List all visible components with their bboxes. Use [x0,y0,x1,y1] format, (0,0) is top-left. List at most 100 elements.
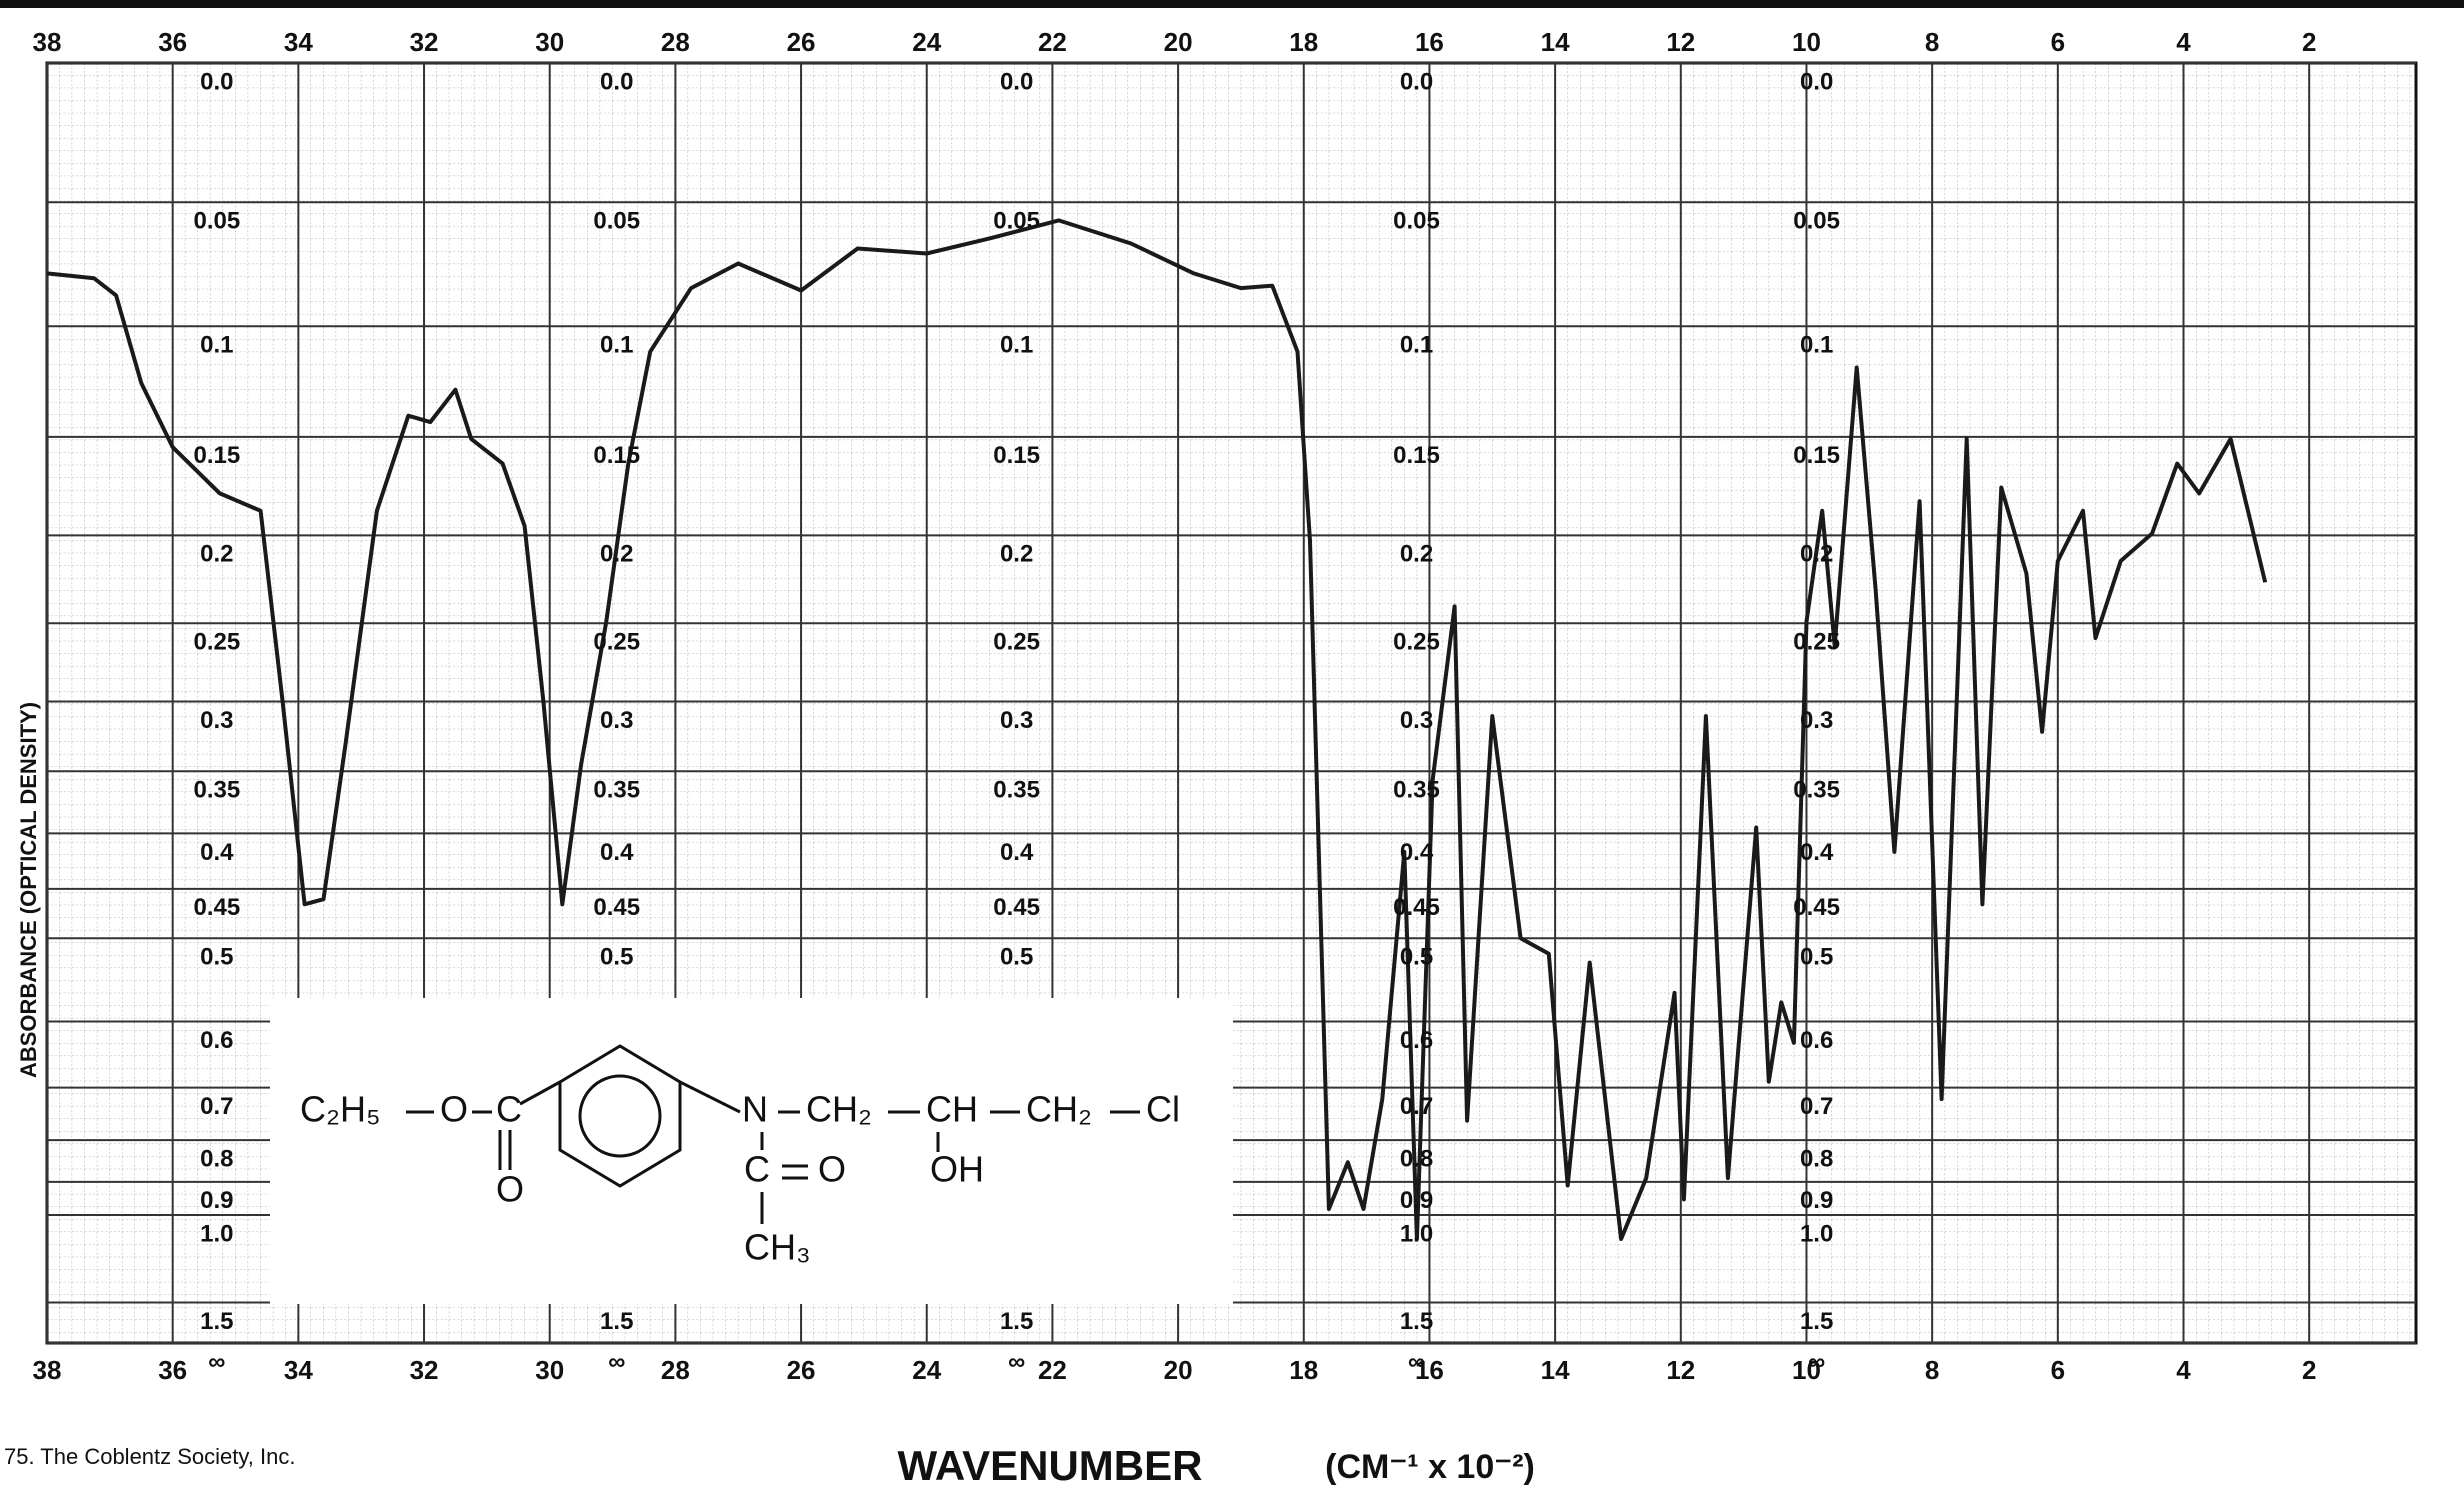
y-tick-label: 0.45 [593,894,640,921]
y-tick-label: 0.4 [600,839,634,866]
y-tick-label: 0.15 [193,442,240,469]
y-tick-label: 0.4 [200,839,234,866]
y-tick-label: 1.5 [600,1308,633,1335]
bond [760,1110,1140,1152]
y-tick-label: 0.8 [1800,1145,1833,1172]
y-tick-label: 0.5 [1000,944,1033,971]
y-tick-label: 0.5 [600,944,633,971]
formula-text: C₂H₅ [300,1089,380,1130]
formula-text: C [496,1089,522,1130]
x-axis-label: WAVENUMBER [898,1442,1203,1489]
x-tick-label: 26 [787,1355,816,1385]
y-tick-label: 0.6 [1400,1027,1433,1054]
spectrum-line [46,218,2268,1241]
y-tick-label: 0.45 [993,894,1040,921]
y-tick-label: ∞ [1008,1348,1025,1375]
y-tick-label: 0.0 [1000,68,1033,95]
x-tick-label: 32 [410,1355,439,1385]
y-tick-label: 1.5 [200,1308,233,1335]
x-tick-label: 32 [410,27,439,57]
y-tick-label: 0.25 [1393,629,1440,656]
y-tick-label: 0.5 [1800,944,1833,971]
y-tick-label: 0.1 [1400,332,1433,359]
y-tick-label: 0.45 [1793,894,1840,921]
benzene-ring [578,1074,662,1158]
x-tick-label: 36 [158,27,187,57]
x-tick-label: 6 [2051,1355,2065,1385]
x-tick-label: 20 [1164,1355,1193,1385]
y-tick-label: 0.05 [193,208,240,235]
y-tick-label: 0.25 [593,629,640,656]
x-tick-label: 14 [1541,1355,1570,1385]
formula-text: OH [930,1149,984,1190]
y-tick-label: ∞ [608,1348,625,1375]
credit: 75. The Coblentz Society, Inc. [4,1444,295,1469]
x-tick-label: 4 [2176,1355,2191,1385]
y-tick-label: ∞ [1408,1348,1425,1375]
y-tick-label: 0.8 [1400,1145,1433,1172]
x-tick-label: 28 [661,1355,690,1385]
x-tick-label: 18 [1289,27,1318,57]
y-tick-label: 1.0 [1400,1220,1433,1247]
x-tick-label: 36 [158,1355,187,1385]
x-tick-label: 20 [1164,27,1193,57]
y-tick-label: 0.15 [1793,442,1840,469]
y-tick-label: 0.45 [1393,894,1440,921]
y-tick-label: 0.25 [993,629,1040,656]
y-tick-label: 0.1 [1000,332,1033,359]
bond [406,1080,561,1170]
y-tick-label: 0.6 [1800,1027,1833,1054]
x-tick-label: 38 [33,1355,62,1385]
x-tick-label: 22 [1038,1355,1067,1385]
y-tick-label: 0.0 [200,68,233,95]
y-tick-label: 0.2 [1400,541,1433,568]
y-tick-label: 0.35 [993,777,1040,804]
x-tick-label: 10 [1792,1355,1821,1385]
x-tick-label: 30 [535,1355,564,1385]
y-tick-label: 0.0 [1800,68,1833,95]
y-axis-label: ABSORBANCE (OPTICAL DENSITY) [16,702,41,1078]
x-tick-label: 2 [2302,1355,2316,1385]
y-tick-label: 0.7 [200,1093,233,1120]
y-tick-label: 0.7 [1800,1093,1833,1120]
y-tick-label: 0.0 [600,68,633,95]
x-tick-label: 16 [1415,27,1444,57]
x-tick-label: 4 [2176,27,2191,57]
y-tick-label: 0.4 [1000,839,1034,866]
y-tick-label: 0.3 [1400,707,1433,734]
x-tick-label: 38 [33,27,62,57]
y-tick-label: ∞ [1808,1348,1825,1375]
bond [679,1080,741,1114]
top-border [0,0,2464,8]
y-tick-label: 0.4 [1800,839,1834,866]
x-tick-label: 12 [1666,1355,1695,1385]
y-tick-label: 0.35 [1793,777,1840,804]
y-tick-label: 0.2 [600,541,633,568]
y-tick-label: 0.1 [600,332,633,359]
y-tick-label: 0.0 [1400,68,1433,95]
y-tick-label: 1.5 [1400,1308,1433,1335]
y-tick-label: 0.05 [593,208,640,235]
x-tick-label: 34 [284,27,313,57]
y-tick-label: 0.05 [1393,208,1440,235]
y-tick-label: 0.8 [200,1145,233,1172]
x-axis-unit: (CM⁻¹ x 10⁻²) [1325,1448,1535,1486]
formula-text: O [496,1169,524,1210]
x-tick-label: 8 [1925,27,1939,57]
y-tick-label: 0.15 [593,442,640,469]
y-tick-label: 0.25 [1793,629,1840,656]
y-tick-label: 0.6 [200,1027,233,1054]
y-tick-label: 0.3 [200,707,233,734]
y-tick-label: 0.35 [1393,777,1440,804]
formula-text: O [440,1089,468,1130]
y-tick-label: 1.5 [1000,1308,1033,1335]
x-tick-label: 26 [787,27,816,57]
y-tick-label: 0.3 [1000,707,1033,734]
y-tick-label: 0.5 [200,944,233,971]
formula-text: C [744,1149,770,1190]
bond [760,1164,808,1224]
formula-text: CH₂ [806,1089,872,1130]
y-tick-label: 0.15 [993,442,1040,469]
y-tick-label: 1.0 [1800,1220,1833,1247]
x-tick-label: 2 [2302,27,2316,57]
